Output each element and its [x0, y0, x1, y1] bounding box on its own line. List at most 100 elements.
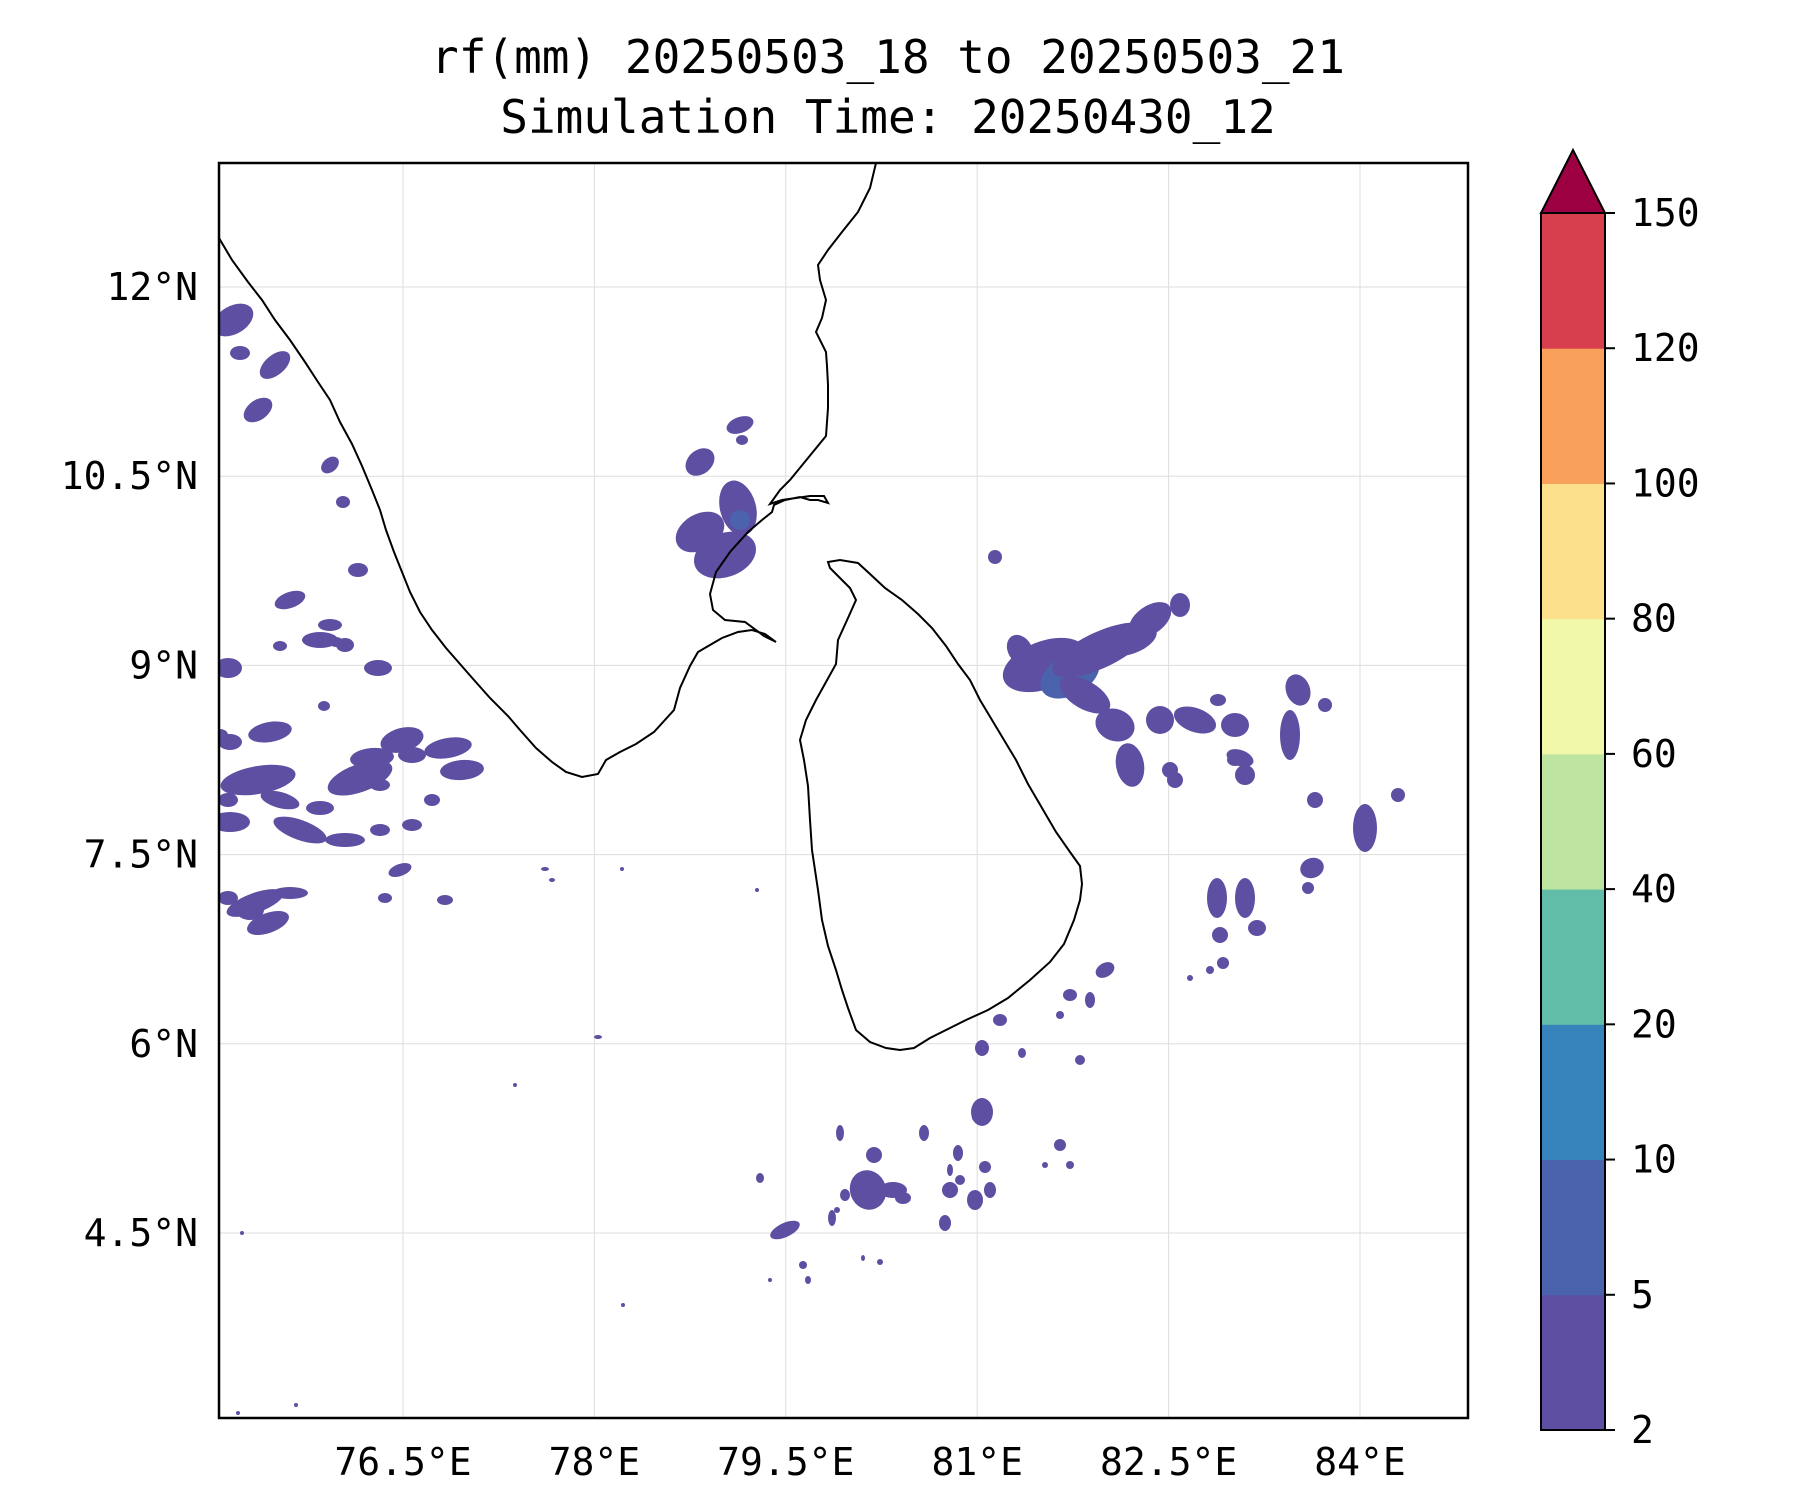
colorbar-band	[1541, 889, 1605, 1025]
colorbar-band	[1541, 213, 1605, 349]
rain-patch	[541, 867, 549, 871]
rain-patch	[849, 1170, 887, 1210]
rain-patch	[866, 1147, 882, 1163]
lat-tick-label: 4.5°N	[84, 1211, 198, 1255]
rain-patch	[1280, 710, 1300, 760]
rain-patch	[1042, 1162, 1048, 1168]
colorbar-band	[1541, 1024, 1605, 1161]
rain-patch	[1018, 1048, 1026, 1058]
rain-patch	[1221, 713, 1249, 737]
rain-patch	[1227, 754, 1243, 766]
rain-patch	[243, 397, 273, 423]
rain-patch	[402, 819, 422, 831]
rain-patch	[955, 1175, 965, 1185]
rain-patch	[1318, 698, 1332, 712]
rain-patch	[1075, 1055, 1085, 1065]
lon-tick-label: 76.5°E	[334, 1440, 471, 1484]
colorbar-tick-label: 80	[1631, 597, 1677, 641]
rain-patch	[877, 1259, 883, 1265]
rain-patch	[971, 1098, 993, 1126]
rain-patch	[1353, 804, 1377, 852]
rain-patch	[348, 563, 368, 577]
rainfall-layer	[219, 303, 1405, 1415]
rain-patch	[828, 1210, 836, 1226]
rain-patch	[736, 435, 748, 445]
lon-tick-label: 78°E	[549, 1440, 641, 1484]
lat-tick-label: 12°N	[106, 265, 198, 309]
rain-patch	[594, 1035, 602, 1039]
rain-patch	[979, 1161, 991, 1173]
colorbar-tick-label: 150	[1631, 191, 1700, 235]
rain-patch	[236, 1411, 240, 1415]
rain-patch	[621, 1303, 625, 1307]
rain-patch	[325, 833, 365, 847]
rain-patch	[1054, 1139, 1066, 1151]
rain-patch	[840, 1189, 850, 1201]
rain-patch	[1285, 674, 1311, 706]
rain-patch	[834, 1207, 840, 1213]
rain-patch	[370, 824, 390, 836]
rain-patch	[770, 1220, 800, 1240]
rain-patch	[861, 1255, 865, 1261]
chart-title: rf(mm) 20250503_18 to 20250503_21	[431, 30, 1345, 84]
rain-patch	[1235, 765, 1255, 785]
colorbar-tick-label: 120	[1631, 326, 1700, 370]
rain-patch	[273, 816, 327, 844]
rain-patch	[219, 793, 238, 807]
rain-patch	[805, 1276, 811, 1284]
rain-patch	[1187, 975, 1193, 981]
rain-patch	[799, 1261, 807, 1269]
rain-patch	[1302, 882, 1314, 894]
rain-patch	[370, 779, 390, 791]
lat-tick-label: 9°N	[129, 643, 198, 687]
rain-patch	[318, 619, 342, 631]
rain-patch	[219, 729, 228, 741]
rain-patch	[260, 790, 300, 810]
colorbar-tick-label: 2	[1631, 1408, 1654, 1452]
colorbar-tick-label: 100	[1631, 461, 1700, 505]
rain-patch	[1056, 1011, 1064, 1019]
colorbar-tick-label: 10	[1631, 1138, 1677, 1182]
rain-patch	[730, 510, 750, 530]
colorbar: 2 5 10 20 40 60 80 100 120 150	[1539, 147, 1700, 1452]
rain-patch	[768, 1278, 772, 1282]
rain-patch	[1307, 792, 1323, 808]
colorbar-tick-label: 60	[1631, 732, 1677, 776]
rain-patch	[219, 303, 254, 337]
rain-patch	[726, 416, 754, 434]
rain-patch	[294, 1403, 298, 1407]
gridlines	[219, 163, 1468, 1418]
colorbar-tick-label: 20	[1631, 1002, 1677, 1046]
colorbar-tick-label: 40	[1631, 867, 1677, 911]
rain-patch	[513, 1083, 517, 1087]
rain-patch	[942, 1182, 958, 1198]
rain-patch	[988, 550, 1002, 564]
rain-patch	[321, 456, 339, 474]
rain-patch	[230, 346, 250, 360]
rain-patch	[240, 1231, 244, 1235]
rain-patch	[1206, 966, 1214, 974]
rain-patch	[327, 760, 393, 796]
rain-patch	[1066, 1161, 1074, 1169]
colorbar-frame	[1540, 212, 1606, 1431]
rain-patch	[1167, 772, 1183, 788]
coastline-sri-lanka	[798, 558, 1084, 1052]
rain-patch	[1085, 992, 1095, 1008]
rain-patch	[953, 1145, 963, 1161]
rain-patch	[755, 888, 759, 892]
rain-patch	[836, 1125, 844, 1141]
rain-patch	[1217, 957, 1229, 969]
rain-patch	[272, 887, 308, 899]
rain-patch	[1391, 788, 1405, 802]
rain-patch	[259, 351, 291, 379]
lon-tick-label: 84°E	[1314, 1440, 1406, 1484]
colorbar-band	[1541, 483, 1605, 620]
rain-patch	[1248, 920, 1266, 936]
map-background	[219, 163, 1468, 1418]
rain-patch	[1300, 857, 1324, 879]
rain-patch	[967, 1190, 983, 1210]
chart-subtitle: Simulation Time: 20250430_12	[500, 90, 1276, 144]
rain-patch	[219, 812, 250, 832]
rain-patch	[972, 1114, 984, 1122]
